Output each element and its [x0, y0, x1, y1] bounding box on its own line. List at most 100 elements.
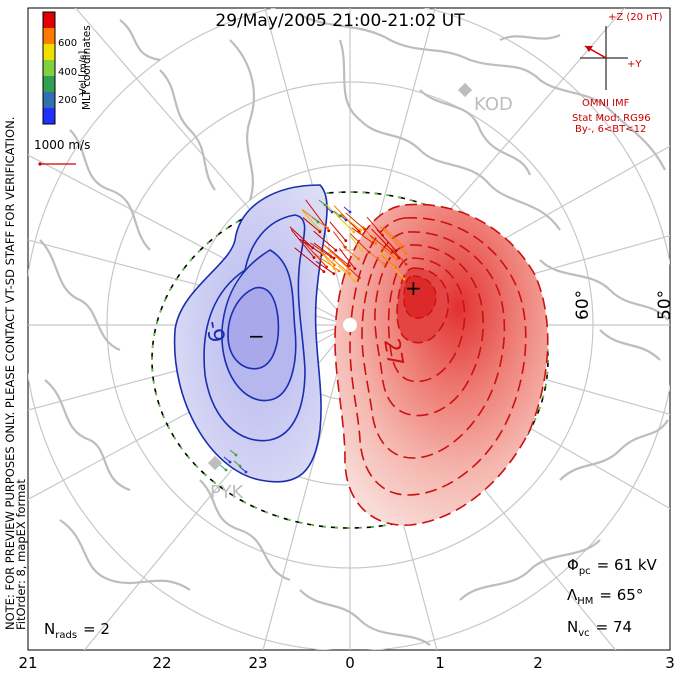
velocity-vector: [379, 226, 407, 254]
velocity-vector: [310, 242, 332, 258]
vector-origin: [390, 251, 394, 255]
velocity-vector: [381, 254, 397, 269]
colorbar-segment: [43, 60, 55, 77]
mlt-label: 0: [345, 654, 355, 672]
velocity-vector: [315, 260, 335, 275]
svg-text:PYK: PYK: [210, 482, 244, 503]
velocity-vector: [339, 213, 362, 231]
vector-origin: [374, 242, 378, 245]
vector-origin: [371, 241, 375, 245]
colorbar-title: Vel [m/s]: [78, 51, 89, 95]
mlt-label: 1: [435, 654, 445, 672]
vector-origin: [332, 267, 336, 271]
preview-note: NOTE: FOR PREVIEW PURPOSES ONLY. PLEASE …: [3, 117, 17, 630]
vector-origin: [395, 257, 399, 261]
velocity-vector: [351, 227, 374, 244]
velocity-vector: [391, 248, 407, 265]
colorbar-tick-600: 600: [58, 38, 77, 49]
vector-origin: [312, 256, 316, 259]
lambda-value: = 65°: [599, 586, 643, 604]
mlt-label: 2: [533, 654, 543, 672]
velocity-vector: [367, 250, 385, 265]
velocity-vectors: [219, 199, 408, 474]
vector-origin: [348, 272, 351, 276]
velocity-vector: [369, 234, 392, 254]
vector-origin: [330, 210, 334, 214]
vector-origin: [394, 266, 398, 270]
velocity-vector: [290, 229, 315, 258]
lat-label-60: 60°: [573, 290, 593, 320]
colorbar-tick-200: 200: [58, 95, 77, 106]
vector-origin: [348, 210, 352, 214]
velocity-colorbar: 600 400 200 Vel [m/s]: [42, 11, 89, 125]
svg-text:OMNI IMF: OMNI IMF: [582, 98, 630, 109]
phi-value: = 61 kV: [597, 556, 658, 574]
velocity-vector: [323, 244, 350, 270]
vector-origin: [404, 262, 408, 266]
vector-origin: [347, 264, 351, 268]
stats-panel: Φpc = 61 kV ΛHM = 65° Nvc = 74 Nrads = 2: [44, 556, 658, 641]
vector-origin: [337, 269, 341, 273]
vector-origin: [228, 460, 232, 464]
colorbar-segment: [43, 44, 55, 61]
vector-origin: [322, 270, 326, 274]
velocity-vector: [303, 242, 328, 268]
velocity-vector: [345, 212, 366, 230]
svg-text:By-, 6<BT<12: By-, 6<BT<12: [575, 124, 646, 135]
velocity-vector: [332, 258, 350, 275]
pole-marker: [343, 318, 357, 332]
vector-origin: [367, 250, 371, 254]
vector-origin: [352, 279, 356, 282]
vector-origin: [401, 244, 405, 248]
vector-origin: [327, 229, 331, 233]
colorbar-segment: [43, 76, 55, 93]
vector-origin: [326, 226, 330, 230]
nvc-symbol: N: [567, 618, 578, 636]
vector-origin: [332, 272, 336, 276]
svg-text:KOD: KOD: [474, 94, 513, 115]
lambda-sub: HM: [577, 596, 593, 607]
vector-origin: [347, 267, 351, 271]
station-kod: KOD: [457, 82, 513, 115]
vector-origin: [353, 267, 357, 271]
nrads-sub: rads: [55, 630, 77, 641]
vector-origin: [344, 239, 348, 243]
hm-boundary-green: [151, 191, 549, 529]
vector-origin: [357, 276, 361, 280]
vector-origin: [332, 263, 336, 267]
velocity-vector: [329, 221, 347, 241]
velocity-vector: [339, 248, 356, 269]
velocity-vector: [349, 234, 363, 252]
velocity-vector: [371, 228, 400, 259]
vector-origin: [238, 464, 242, 468]
lambda-symbol: Λ: [567, 586, 578, 604]
vector-origin: [334, 248, 338, 252]
vector-origin: [357, 257, 360, 261]
svg-text:Nrads= 2: Nrads = 2: [44, 620, 110, 641]
nvc-value: = 74: [596, 618, 632, 636]
velocity-vector: [349, 233, 370, 253]
svg-text:Stat Mod: RG96: Stat Mod: RG96: [572, 113, 651, 124]
velocity-vector: [318, 248, 335, 270]
colorbar-tick-400: 400: [58, 67, 77, 78]
nrads-symbol: N: [44, 620, 55, 638]
positive-potential-cell: [334, 203, 549, 526]
mlt-label: 23: [248, 654, 267, 672]
mlt-label: 22: [152, 654, 171, 672]
velocity-vector: [289, 226, 314, 249]
vector-origin: [394, 249, 398, 253]
svg-text:+Z (20 nT): +Z (20 nT): [608, 12, 663, 23]
svg-text:+Y: +Y: [627, 59, 642, 70]
colorbar-segment: [43, 12, 55, 29]
vector-origin: [404, 251, 408, 255]
velocity-vector: [376, 229, 397, 252]
phi-symbol: Φ: [567, 556, 579, 574]
vector-origin: [352, 230, 356, 234]
colorbar-segment: [43, 108, 55, 125]
svg-text:1000 m/s: 1000 m/s: [34, 138, 90, 152]
vector-origin: [318, 230, 322, 234]
velocity-vector: [332, 231, 346, 248]
positive-contour-label: 27: [378, 337, 407, 369]
vector-origin: [316, 220, 320, 224]
